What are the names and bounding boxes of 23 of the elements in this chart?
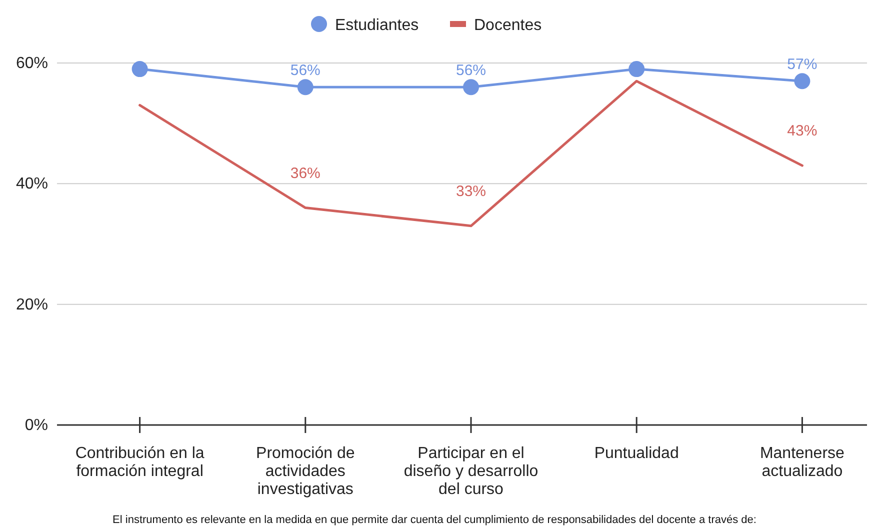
x-tick-label: Participar en el diseño y desarrollo del curso	[404, 445, 538, 498]
data-label: 36%	[290, 164, 320, 182]
y-tick-label: 60%	[16, 55, 48, 72]
x-tick-label: Promoción de actividades investigativas	[256, 445, 355, 498]
point	[794, 73, 810, 90]
data-label: 56%	[456, 62, 486, 80]
legend-label: Docentes	[474, 17, 542, 34]
y-tick-label: 0%	[24, 417, 48, 434]
data-label: 43%	[787, 122, 818, 140]
data-label: 56%	[290, 62, 320, 80]
x-tick-label: Puntualidad	[594, 445, 679, 462]
y-tick-label: 40%	[16, 176, 48, 193]
point	[628, 61, 645, 78]
data-label: 33%	[456, 182, 486, 200]
point	[132, 61, 148, 78]
x-tick-label: Mantenerse actualizado	[760, 445, 845, 480]
x-axis-title: El instrumento es relevante en la medida en que permite dar cuenta del cumplimiento de responsabilidades del docente a través de:	[112, 514, 756, 526]
point	[463, 79, 479, 96]
point	[297, 79, 314, 96]
x-tick-label: Contribución en la formación integral	[75, 445, 204, 480]
y-tick-label: 20%	[16, 296, 48, 314]
legend-label: Estudiantes	[335, 17, 419, 34]
data-label: 57%	[787, 56, 818, 74]
